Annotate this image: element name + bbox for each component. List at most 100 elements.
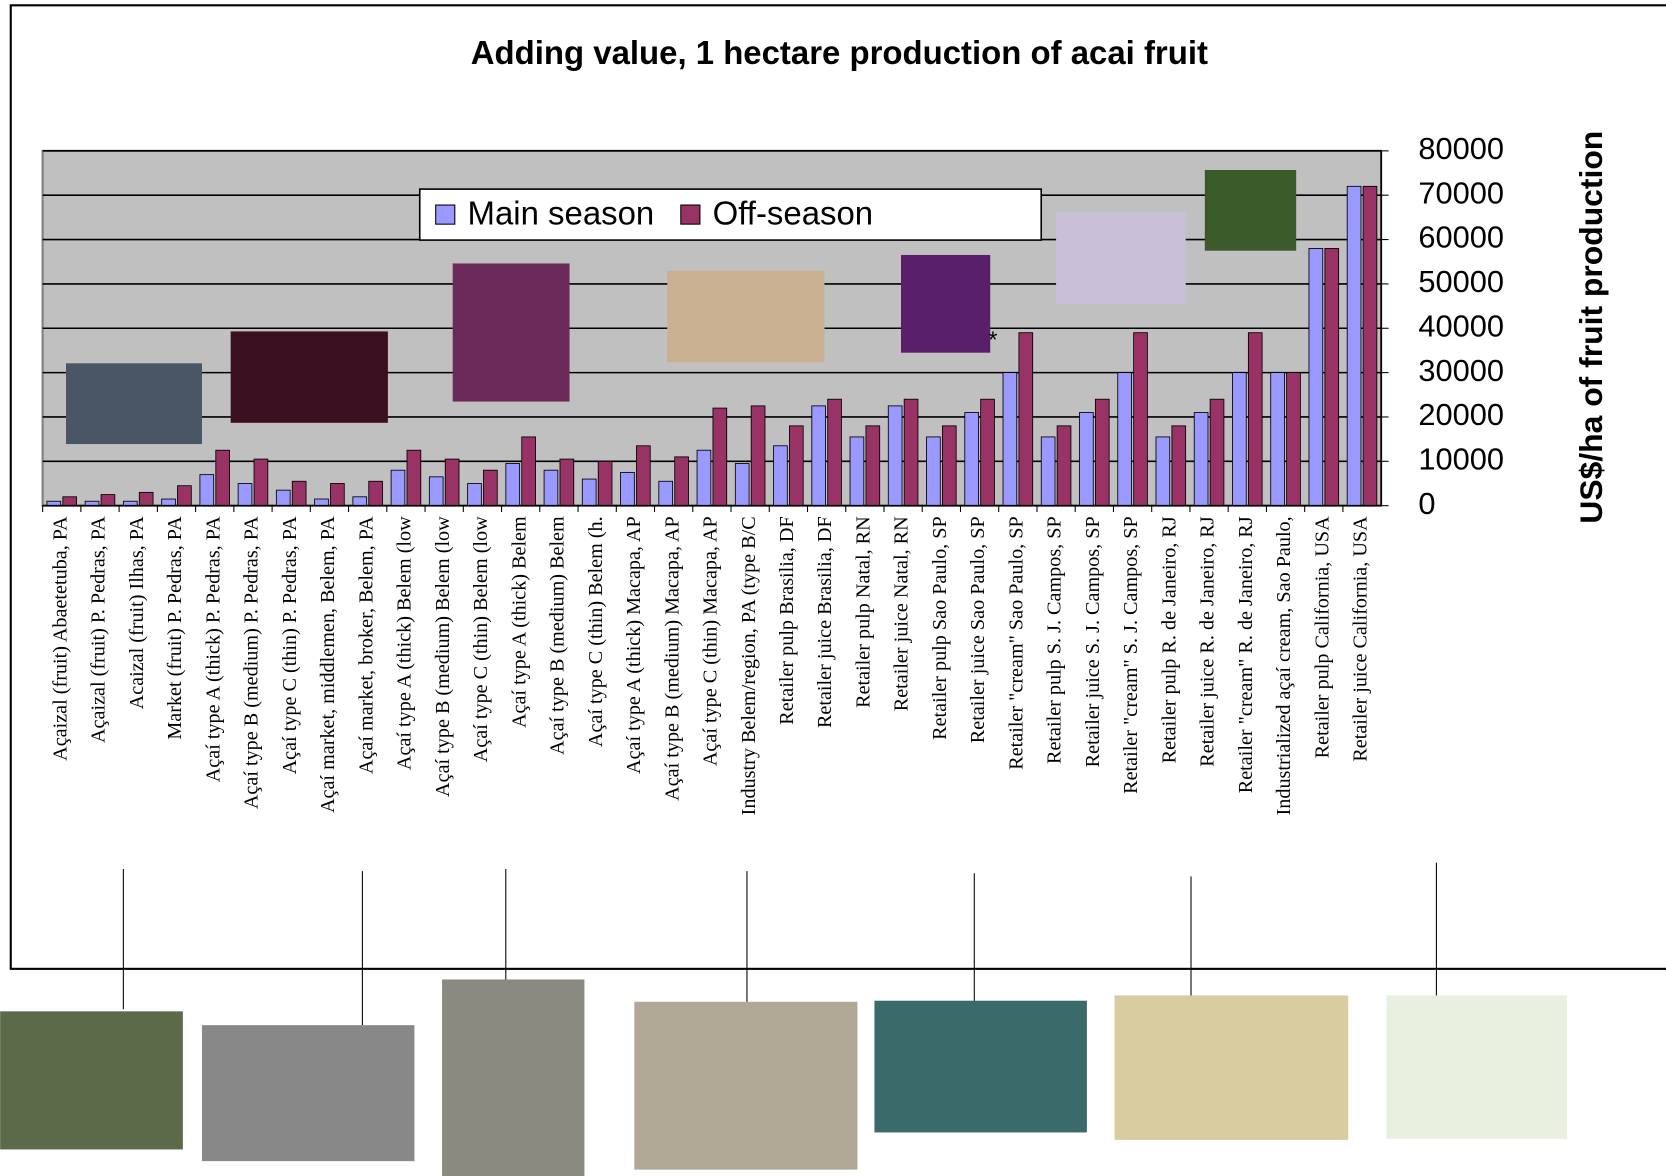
y-tick-label: 30000: [1418, 353, 1504, 388]
x-tick-label: Retailer pulp R. de Janeiro, RJ: [1158, 516, 1180, 763]
bar: [675, 457, 689, 506]
bar: [216, 450, 230, 505]
bar: [429, 477, 443, 506]
photo: [1386, 995, 1567, 1138]
bar: [866, 426, 880, 506]
x-tick-label: Açaí type C (thin) P. Pedras, PA: [279, 516, 301, 775]
bar: [63, 497, 77, 506]
y-tick-label: 10000: [1418, 441, 1504, 476]
x-tick-label: Açaí type B (medium) Macapa, AP: [661, 516, 683, 801]
bar: [751, 406, 765, 506]
bar: [659, 481, 673, 505]
bar: [483, 470, 497, 505]
bar: [1003, 373, 1017, 506]
bar: [1287, 373, 1301, 506]
y-axis-label: US$/ha of fruit production: [1573, 131, 1609, 524]
x-tick-label: Retailer pulp Brasilia, DF: [776, 516, 798, 724]
bar: [927, 437, 941, 506]
bar: [1095, 399, 1109, 505]
annotation: *: [988, 326, 997, 352]
x-tick-label: Açaí type C (thin) Macapa, AP: [700, 516, 722, 766]
x-tick-label: Retailer pulp California, USA: [1311, 516, 1333, 758]
x-tick-label: Açaí type A (thick) P. Pedras, PA: [202, 516, 224, 782]
bar: [1019, 333, 1033, 506]
bar: [1172, 426, 1186, 506]
bar: [1248, 333, 1262, 506]
x-tick-label: Retailer pulp Natal, RN: [852, 516, 874, 708]
x-tick-label: Açaizal (fruit) Abaetetuba, PA: [49, 516, 71, 761]
bar: [1325, 248, 1339, 505]
bar: [1309, 248, 1323, 505]
photo: [1115, 995, 1349, 1139]
photo: [231, 331, 388, 422]
bar: [315, 499, 329, 506]
bar: [1080, 413, 1094, 506]
y-tick-label: 70000: [1418, 175, 1504, 210]
bar: [445, 459, 459, 506]
bar: [582, 479, 596, 506]
x-tick-label: Retailer juice California, USA: [1350, 516, 1372, 762]
photo: [453, 263, 570, 401]
bar: [1134, 333, 1148, 506]
x-tick-label: Retailer pulp S. J. Campos, SP: [1044, 516, 1066, 764]
photo: [0, 1011, 183, 1149]
y-tick-label: 20000: [1418, 397, 1504, 432]
photo: [1056, 212, 1186, 303]
legend-label: Main season: [468, 194, 655, 231]
x-tick-label: Açaí type A (thick) Belem (low: [394, 516, 416, 770]
bar: [1194, 413, 1208, 506]
photo: [634, 1002, 857, 1170]
x-tick-label: Açaí type A (thick) Macapa, AP: [623, 516, 645, 774]
x-tick-label: Retailer "cream" S. J. Campos, SP: [1120, 516, 1142, 794]
bar: [735, 464, 749, 506]
x-tick-label: Industry Belem/region, PA (type B/C: [738, 516, 760, 815]
photo: [202, 1025, 414, 1161]
x-tick-label: Açaí type A (thick) Belem: [508, 516, 530, 728]
y-tick-label: 50000: [1418, 264, 1504, 299]
bar: [369, 481, 383, 505]
x-tick-label: Açaizal (fruit) P. Pedras, PA: [88, 516, 110, 743]
bar: [1347, 186, 1361, 505]
bar: [850, 437, 864, 506]
photo: [667, 271, 824, 362]
bar: [828, 399, 842, 505]
bar: [506, 464, 520, 506]
bar: [178, 486, 192, 506]
x-tick-label: Açaí market, middlemen, Belem, PA: [317, 516, 339, 813]
legend: Main season Off-season: [420, 189, 1041, 240]
bar: [1363, 186, 1377, 505]
x-tick-label: Açaí type C (thin) Belem (h.: [585, 516, 607, 747]
bar: [904, 399, 918, 505]
chart-title: Adding value, 1 hectare production of ac…: [471, 34, 1208, 71]
bar: [942, 426, 956, 506]
y-tick-label: 0: [1418, 486, 1435, 521]
x-tick-label: Açaí type B (medium) P. Pedras, PA: [241, 516, 263, 809]
bar: [468, 483, 482, 505]
bar: [1041, 437, 1055, 506]
bar: [238, 483, 252, 505]
bar: [1057, 426, 1071, 506]
x-tick-label: Industrialized açaí cream, Sao Paulo,: [1273, 516, 1295, 815]
bar: [774, 446, 788, 506]
bar: [292, 481, 306, 505]
bar: [407, 450, 421, 505]
y-tick-label: 40000: [1418, 308, 1504, 343]
bar: [636, 446, 650, 506]
x-tick-label: Retailer juice Natal, RN: [891, 516, 913, 711]
bar: [598, 461, 612, 505]
bar: [981, 399, 995, 505]
photo: [66, 363, 202, 444]
bar: [697, 450, 711, 505]
x-tick-label: Retailer juice Sao Paulo, SP: [967, 516, 989, 743]
bar: [789, 426, 803, 506]
bar: [1210, 399, 1224, 505]
photo: [1205, 170, 1296, 251]
legend-label: Off-season: [713, 194, 873, 231]
x-tick-label: Açaí type B (medium) Belem: [547, 516, 569, 755]
bar: [254, 459, 268, 506]
legend-swatch: [681, 205, 700, 224]
bar: [331, 483, 345, 505]
bar: [621, 472, 635, 505]
bar: [522, 437, 536, 506]
bar: [544, 470, 558, 505]
